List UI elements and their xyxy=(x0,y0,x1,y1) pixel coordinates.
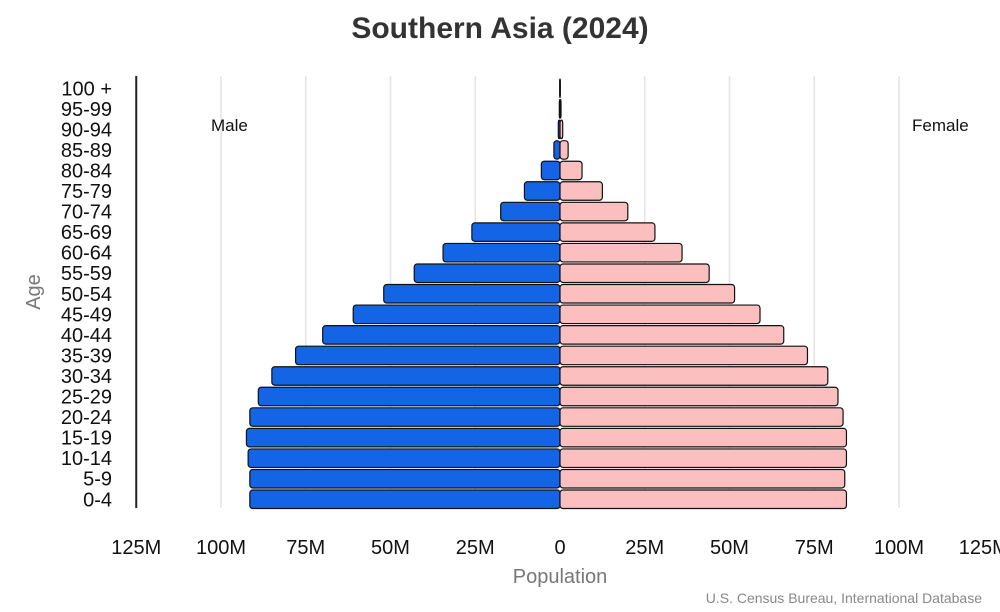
legend-female: Female xyxy=(912,116,969,135)
female-bar-15-19 xyxy=(559,427,848,448)
female-bar-85-89 xyxy=(559,140,569,160)
chart-title: Southern Asia (2024) xyxy=(351,12,649,45)
age-label: 85-89 xyxy=(61,140,112,162)
x-tick-label: 25M xyxy=(456,537,495,559)
male-bar-30-34 xyxy=(271,366,561,386)
female-bar-50-54 xyxy=(559,283,736,304)
male-bar-40-44 xyxy=(322,325,561,345)
male-bar-10-14 xyxy=(247,448,561,469)
age-label: 65-69 xyxy=(61,222,112,244)
male-bar-20-24 xyxy=(249,407,561,427)
age-label: 35-39 xyxy=(61,345,112,367)
female-bar-40-44 xyxy=(559,325,785,345)
female-bar-20-24 xyxy=(559,407,844,427)
female-bar-30-34 xyxy=(559,366,829,386)
female-bar-0-4 xyxy=(559,489,848,510)
female-bar-80-84 xyxy=(559,160,583,181)
age-label: 75-79 xyxy=(61,181,112,203)
x-tick-label: 25M xyxy=(625,537,664,559)
female-bar-60-64 xyxy=(559,242,683,263)
female-bar-25-29 xyxy=(559,386,839,407)
female-bar-10-14 xyxy=(559,448,848,469)
female-bar-55-59 xyxy=(559,263,710,284)
x-tick-label: 75M xyxy=(795,537,834,559)
female-bar-45-49 xyxy=(559,304,761,325)
male-bar-0-4 xyxy=(249,489,561,510)
age-label: 15-19 xyxy=(61,428,112,450)
x-tick-label: 125M xyxy=(959,537,1000,559)
male-bar-5-9 xyxy=(249,468,561,489)
x-tick-label: 75M xyxy=(286,537,325,559)
x-axis-title: Population xyxy=(513,566,608,588)
age-label: 95-99 xyxy=(61,99,112,121)
male-bar-25-29 xyxy=(257,386,561,407)
female-bar-70-74 xyxy=(559,201,629,222)
female-bar-35-39 xyxy=(559,345,809,366)
male-bar-80-84 xyxy=(540,160,561,181)
male-bar-60-64 xyxy=(442,242,561,263)
female-bar-90-94 xyxy=(559,119,564,140)
y-axis-title: Age xyxy=(23,274,45,310)
age-label: 10-14 xyxy=(61,448,112,470)
male-bar-55-59 xyxy=(413,263,561,284)
male-bar-65-69 xyxy=(471,222,561,242)
age-label: 45-49 xyxy=(61,304,112,326)
x-tick-label: 0 xyxy=(554,537,565,559)
female-bar-95-99 xyxy=(559,98,562,119)
age-label: 100 + xyxy=(61,78,112,100)
male-bar-15-19 xyxy=(245,427,561,448)
age-label: 50-54 xyxy=(61,284,112,306)
male-bar-45-49 xyxy=(352,304,561,325)
x-tick-label: 100M xyxy=(196,537,246,559)
male-bar-85-89 xyxy=(553,140,561,160)
male-bar-75-79 xyxy=(523,181,561,201)
age-label: 5-9 xyxy=(83,469,112,491)
age-label: 20-24 xyxy=(61,407,112,429)
female-bar-75-79 xyxy=(559,181,603,201)
labels: 125M 100M 75M 50M 25M 0 25M 50M 75M 100M 125M 0-45-… xyxy=(61,78,1000,559)
male-bar-50-54 xyxy=(383,283,561,304)
age-label: 25-29 xyxy=(61,387,112,409)
female-bar-5-9 xyxy=(559,468,846,489)
legend-male: Male xyxy=(211,116,248,135)
female-bar-65-69 xyxy=(559,222,656,242)
male-bar-35-39 xyxy=(294,345,561,366)
bars xyxy=(245,78,848,510)
source-note: U.S. Census Bureau, International Databa… xyxy=(705,590,982,606)
age-label: 60-64 xyxy=(61,243,112,265)
x-tick-label: 100M xyxy=(874,537,924,559)
age-label: 0-4 xyxy=(83,489,112,511)
male-bar-70-74 xyxy=(500,201,561,222)
age-label: 55-59 xyxy=(61,263,112,285)
age-label: 90-94 xyxy=(61,119,112,141)
x-tick-label: 125M xyxy=(111,537,161,559)
x-tick-label: 50M xyxy=(371,537,410,559)
age-label: 70-74 xyxy=(61,202,112,224)
age-label: 40-44 xyxy=(61,325,112,347)
x-tick-label: 50M xyxy=(710,537,749,559)
age-label: 30-34 xyxy=(61,366,112,388)
age-label: 80-84 xyxy=(61,160,112,182)
